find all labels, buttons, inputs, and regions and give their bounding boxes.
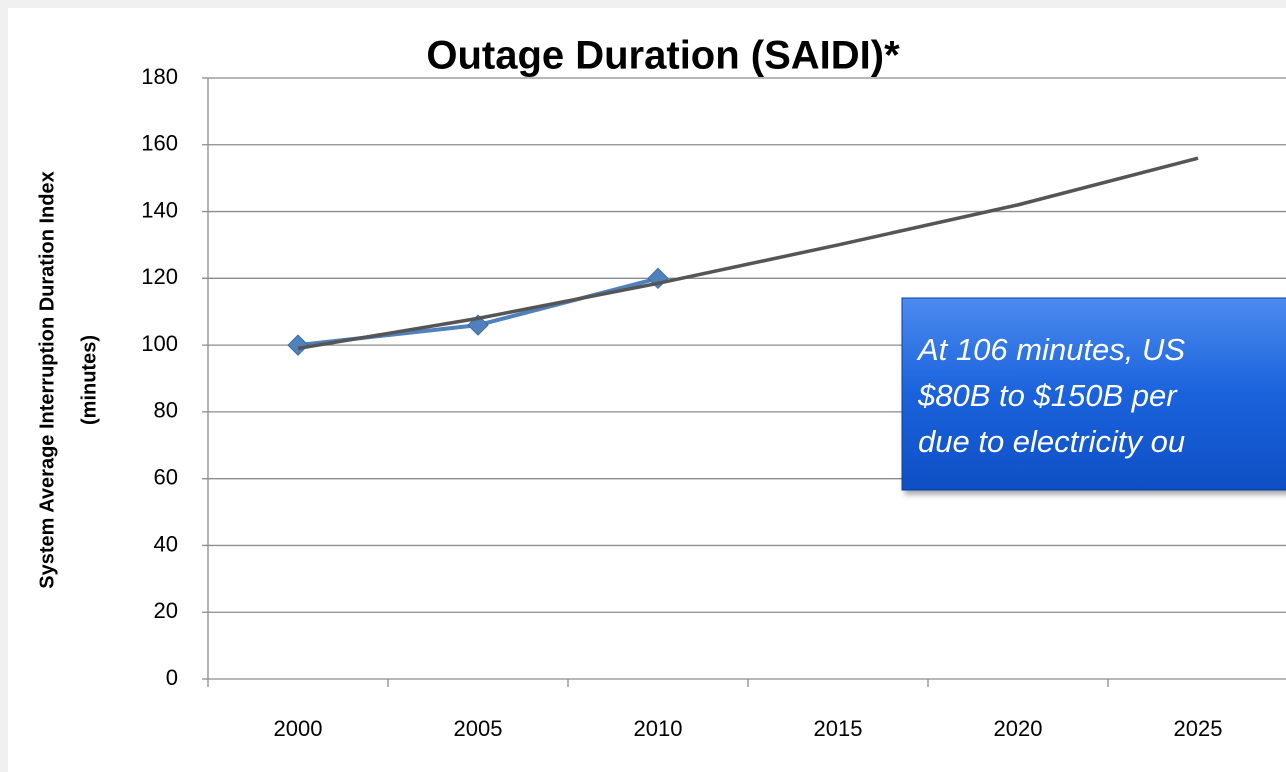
x-tick-label: 2015 <box>814 716 863 741</box>
y-axis-label: System Average Interruption Duration Ind… <box>36 171 58 589</box>
chart-title: Outage Duration (SAIDI)* <box>426 34 900 78</box>
annotation-text: At 106 minutes, US <box>916 332 1185 367</box>
y-tick-label: 0 <box>166 665 178 690</box>
annotation-text: due to electricity ou <box>918 424 1185 459</box>
annotation-box: At 106 minutes, US $80B to $150B per due… <box>901 297 1286 491</box>
y-tick-label: 180 <box>141 64 178 89</box>
y-tick-label: 100 <box>141 331 178 356</box>
y-tick-label: 120 <box>141 264 178 289</box>
y-tick-label: 20 <box>154 598 178 623</box>
x-tick-label: 2020 <box>994 716 1043 741</box>
y-tick-label: 160 <box>141 131 178 156</box>
x-tick-label: 2010 <box>634 716 683 741</box>
y-tick-label: 60 <box>154 464 178 489</box>
y-tick-label: 80 <box>154 398 178 423</box>
y-tick-label: 140 <box>141 197 178 222</box>
x-tick-label: 2005 <box>454 716 503 741</box>
y-tick-label: 40 <box>154 531 178 556</box>
annotation-background <box>901 297 1286 491</box>
x-tick-label: 2000 <box>274 716 323 741</box>
annotation-text: $80B to $150B per <box>917 378 1178 413</box>
trend-line <box>297 156 1199 351</box>
data-marker <box>287 334 309 356</box>
y-axis-label: (minutes) <box>78 335 100 425</box>
x-tick-label: 2025 <box>1174 716 1223 741</box>
